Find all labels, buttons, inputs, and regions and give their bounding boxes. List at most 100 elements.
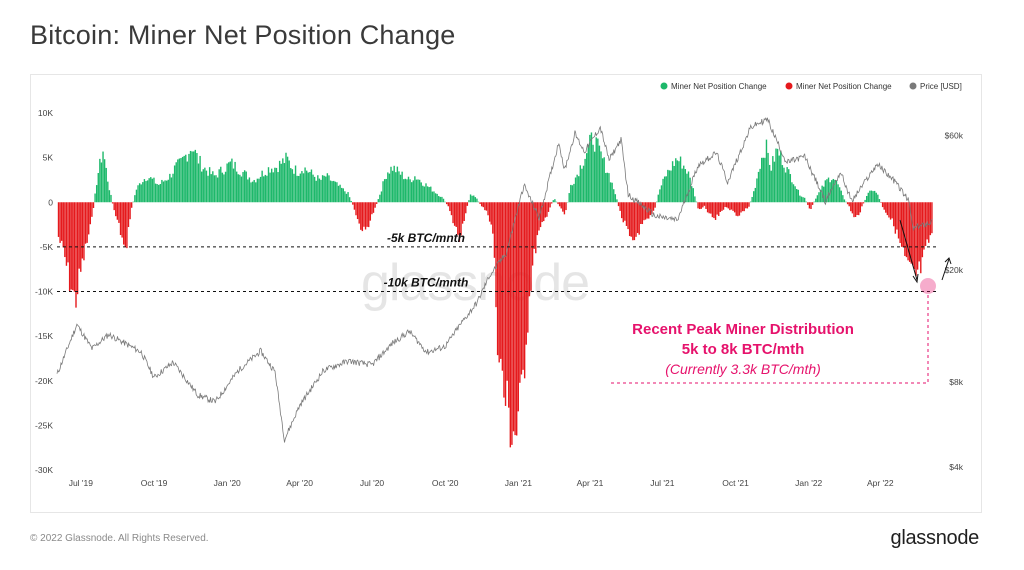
bar-negative <box>638 202 640 235</box>
bar-positive <box>307 172 309 203</box>
bar-positive <box>670 170 672 203</box>
bar-positive <box>673 165 675 203</box>
bar-negative <box>512 202 515 432</box>
bar-positive <box>775 148 777 203</box>
bar-positive <box>800 196 803 203</box>
bar-positive <box>105 167 107 203</box>
bar-positive <box>215 175 217 203</box>
bar-positive <box>178 158 181 203</box>
bar-negative <box>527 202 529 333</box>
bar-negative <box>520 202 523 375</box>
bar-positive <box>613 189 615 203</box>
bar-negative <box>369 202 372 221</box>
bar-positive <box>224 171 227 203</box>
bar-positive <box>595 137 597 203</box>
bar-positive <box>818 192 820 203</box>
bar-negative <box>531 202 534 266</box>
y-right-tick-label: $20k <box>945 265 964 275</box>
bar-positive <box>239 174 241 203</box>
y-left-tick-label: -25K <box>35 420 53 430</box>
bar-negative <box>905 202 908 258</box>
bar-positive <box>226 163 228 203</box>
bar-negative <box>714 202 717 220</box>
bar-positive <box>202 169 204 203</box>
bar-positive <box>877 194 879 203</box>
bar-positive <box>269 172 271 203</box>
bar-negative <box>713 202 715 219</box>
annotation-arrowhead-left <box>912 273 919 284</box>
bar-positive <box>283 163 286 203</box>
bar-positive <box>797 189 799 203</box>
annotation-arrow-right <box>941 258 950 281</box>
bar-negative <box>654 202 656 208</box>
bar-positive <box>579 165 582 203</box>
bar-positive <box>208 167 211 203</box>
bar-negative <box>130 202 133 208</box>
bar-negative <box>363 202 365 227</box>
bar-positive <box>296 175 298 203</box>
bar-negative <box>619 202 621 211</box>
bar-positive <box>606 172 609 203</box>
bar-negative <box>915 202 917 276</box>
bar-positive <box>474 197 477 203</box>
bar-positive <box>347 192 349 203</box>
bar-negative <box>59 202 61 243</box>
bar-positive <box>433 191 435 203</box>
bar-positive <box>97 173 99 203</box>
bar-positive <box>218 169 220 203</box>
bar-positive <box>406 179 408 203</box>
bar-positive <box>573 183 575 203</box>
bar-positive <box>266 175 268 203</box>
bar-negative <box>627 202 629 230</box>
bar-positive <box>193 151 195 203</box>
bar-negative <box>703 202 706 206</box>
bar-positive <box>568 193 570 203</box>
bar-negative <box>523 202 526 379</box>
bar-positive <box>270 168 273 203</box>
bar-negative <box>743 202 745 212</box>
bar-negative <box>907 202 909 261</box>
bar-negative <box>725 202 728 208</box>
bar-positive <box>753 191 755 203</box>
bar-negative <box>617 202 620 207</box>
bar-positive <box>412 180 414 203</box>
bar-negative <box>496 202 499 356</box>
bar-negative <box>706 202 709 213</box>
bar-negative <box>72 202 74 291</box>
bar-positive <box>388 173 391 203</box>
bar-positive <box>317 175 319 203</box>
bar-negative <box>549 202 551 208</box>
x-tick-label: Oct '21 <box>722 478 749 488</box>
bar-positive <box>425 183 427 203</box>
bar-negative <box>851 202 854 214</box>
bar-negative <box>562 202 564 212</box>
bar-positive <box>313 176 316 203</box>
bar-negative <box>368 202 370 228</box>
bar-negative <box>807 202 809 205</box>
bar-negative <box>466 202 469 206</box>
chart-panel: Miner Net Position Change Miner Net Posi… <box>30 74 982 513</box>
bar-positive <box>477 201 480 203</box>
bar-positive <box>684 169 687 203</box>
bar-positive <box>659 189 661 203</box>
bar-negative <box>355 202 357 216</box>
bar-negative <box>910 202 912 264</box>
y-right-tick-label: $60k <box>945 130 964 140</box>
bar-negative <box>697 202 699 209</box>
bar-negative <box>361 202 364 232</box>
bar-positive <box>655 201 658 203</box>
bar-negative <box>858 202 860 216</box>
bar-positive <box>329 180 332 203</box>
bar-positive <box>285 152 287 203</box>
bar-positive <box>835 180 838 203</box>
bar-negative <box>547 202 550 212</box>
bar-negative <box>735 202 737 216</box>
bar-negative <box>366 202 368 227</box>
x-tick-label: Jan '21 <box>505 478 532 488</box>
bar-positive <box>603 157 605 203</box>
bar-positive <box>431 191 434 203</box>
bar-positive <box>103 159 106 203</box>
bar-negative <box>929 202 932 236</box>
bar-positive <box>671 161 674 203</box>
bar-positive <box>686 173 688 203</box>
